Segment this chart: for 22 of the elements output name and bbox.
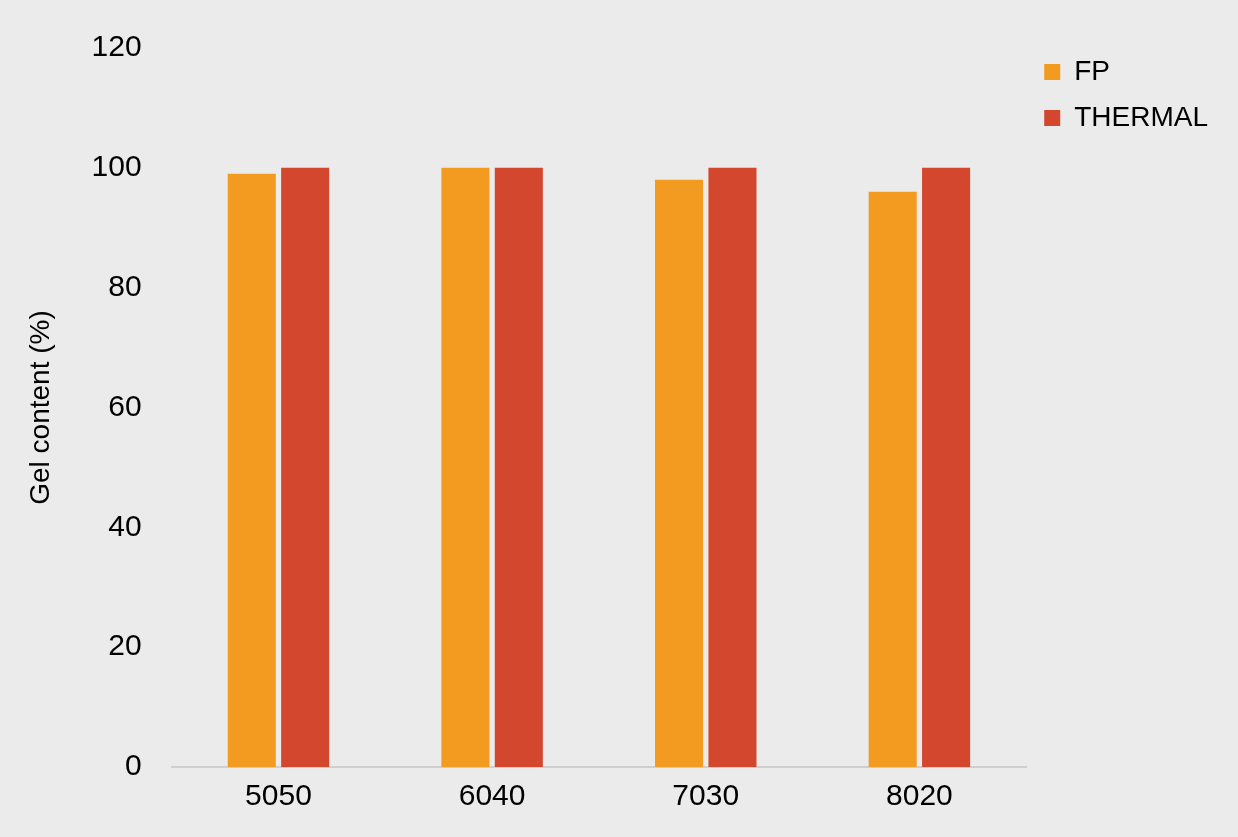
- y-tick-label: 100: [91, 149, 142, 183]
- bar: [708, 167, 757, 767]
- x-tick-label: 7030: [672, 778, 740, 812]
- y-tick-label: 120: [91, 29, 142, 63]
- bar: [922, 167, 971, 767]
- y-tick-label: 20: [108, 628, 142, 662]
- bar: [227, 173, 276, 767]
- y-tick-label: 40: [108, 508, 142, 542]
- bar: [655, 179, 704, 767]
- bar: [441, 167, 490, 767]
- y-tick-label: 60: [108, 388, 142, 422]
- y-tick-label: 80: [108, 268, 142, 302]
- legend-label: FP: [1074, 54, 1110, 86]
- y-axis-title: Gel content (%): [23, 310, 55, 505]
- x-tick-label: 5050: [245, 778, 312, 812]
- bar: [494, 167, 543, 767]
- legend-label: THERMAL: [1074, 100, 1208, 132]
- bar: [868, 191, 917, 767]
- x-tick-label: 8020: [886, 778, 953, 812]
- x-tick-label: 6040: [458, 778, 526, 812]
- y-tick-label: 0: [124, 748, 142, 782]
- bar: [281, 167, 330, 767]
